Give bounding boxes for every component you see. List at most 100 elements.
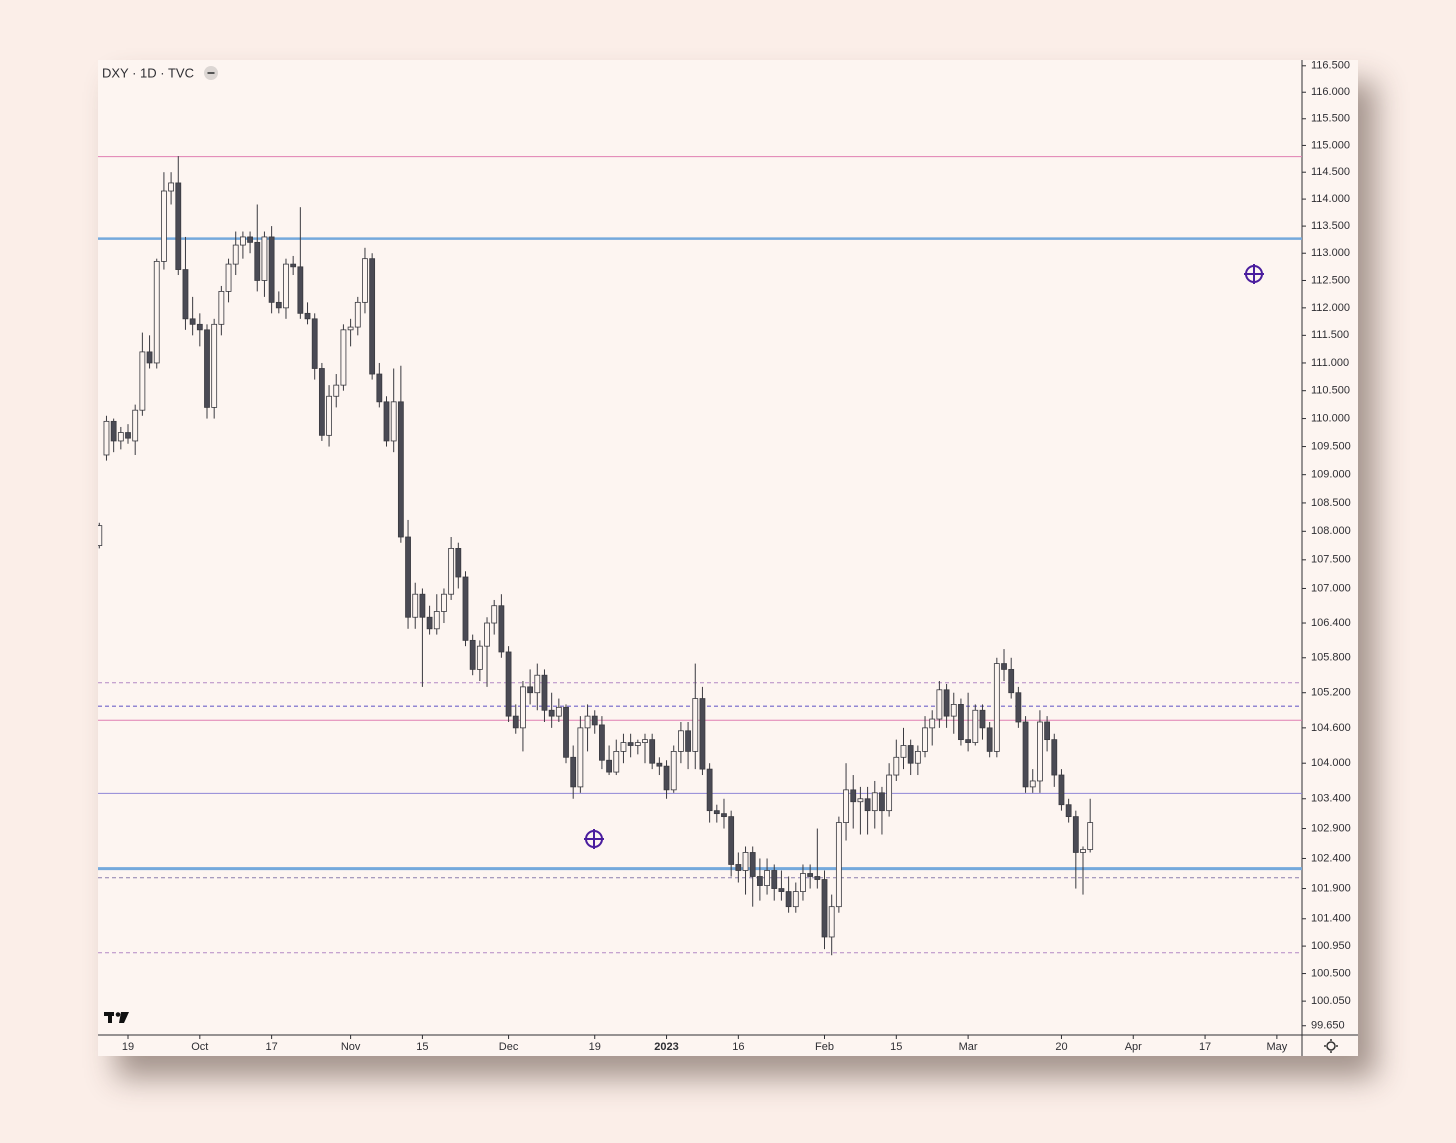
candle	[125, 424, 131, 444]
candle-body	[405, 536, 411, 618]
candle	[218, 285, 225, 336]
candle	[1037, 710, 1043, 793]
candle-body	[476, 645, 483, 670]
candle-body	[900, 745, 907, 758]
x-tick-label: May	[1266, 1041, 1287, 1053]
candle-body	[98, 525, 103, 546]
candle-body	[656, 762, 663, 767]
candle-body	[390, 401, 397, 442]
candle-body	[318, 368, 325, 436]
candle-body	[1072, 816, 1079, 853]
candle	[376, 362, 383, 408]
candle-body	[275, 301, 282, 309]
candle-body	[735, 864, 742, 871]
candle-body	[103, 420, 110, 456]
candle-body	[620, 742, 627, 752]
candle	[397, 365, 404, 543]
candle	[541, 669, 548, 722]
candle	[297, 207, 304, 319]
candle	[735, 852, 742, 883]
x-tick-label: 19	[589, 1041, 601, 1053]
candle-body	[225, 263, 232, 292]
candle	[491, 599, 498, 635]
candle-body	[268, 236, 275, 303]
candle-body	[397, 401, 404, 538]
settings-icon[interactable]	[1324, 1039, 1338, 1053]
candle	[1022, 716, 1029, 793]
candle	[426, 605, 433, 635]
candle-body	[247, 236, 253, 243]
candle-body	[347, 326, 354, 331]
candle-body	[821, 879, 828, 938]
y-tick-label: 110.500	[1311, 385, 1350, 397]
candle-body	[613, 751, 620, 773]
candle-body	[110, 420, 117, 442]
candle	[433, 594, 440, 635]
candle	[713, 804, 720, 823]
candle	[311, 313, 318, 380]
candle-body	[922, 727, 928, 752]
candle	[455, 542, 462, 589]
y-tick-label: 104.600	[1311, 722, 1351, 734]
candle-body	[498, 605, 505, 653]
candle-body	[283, 263, 289, 309]
candle-body	[663, 765, 670, 791]
candle	[268, 226, 275, 314]
y-tick-label: 113.500	[1311, 220, 1350, 232]
candle-body	[1015, 692, 1022, 723]
candle-body	[699, 698, 706, 770]
candle-body	[239, 236, 246, 246]
candle	[893, 739, 900, 781]
candle-body	[146, 351, 153, 364]
candle-body	[161, 190, 167, 262]
candle-body	[1051, 739, 1058, 776]
candle-body	[800, 873, 806, 892]
candle	[261, 231, 268, 297]
candle-body	[950, 704, 957, 717]
candle-body	[649, 739, 656, 764]
candle-body	[182, 269, 189, 320]
candle	[175, 156, 182, 276]
candle	[347, 318, 354, 347]
candle	[161, 172, 167, 270]
candle	[247, 231, 253, 254]
candle	[304, 302, 311, 325]
plot-area	[98, 156, 1302, 956]
candle	[484, 617, 490, 687]
candle-body	[713, 810, 720, 815]
candle	[656, 757, 663, 776]
candle-body	[792, 891, 799, 908]
candle	[800, 864, 806, 901]
collapse-button[interactable]	[204, 66, 218, 80]
candle-body	[548, 709, 555, 717]
y-tick-label: 106.400	[1311, 617, 1351, 629]
candle-body	[254, 241, 261, 281]
candle-body	[117, 432, 124, 442]
candle	[900, 727, 907, 770]
candle-body	[196, 323, 203, 331]
candle-body	[484, 622, 490, 647]
x-tick-label: 17	[1199, 1041, 1211, 1053]
candle-body	[311, 318, 318, 369]
candle-body	[692, 698, 699, 752]
candle	[1008, 657, 1015, 699]
candle	[606, 745, 612, 776]
candle	[333, 374, 340, 408]
candle	[958, 698, 964, 746]
candle-body	[555, 706, 562, 717]
y-tick-label: 115.000	[1311, 139, 1350, 151]
candle	[189, 296, 196, 336]
candle	[1087, 798, 1094, 853]
candle	[871, 780, 878, 829]
candle	[929, 710, 936, 746]
y-tick-label: 110.000	[1311, 412, 1350, 424]
candle	[835, 816, 842, 913]
x-tick-label: Feb	[815, 1041, 834, 1053]
y-tick-label: 100.500	[1311, 967, 1351, 979]
y-tick-label: 115.500	[1311, 113, 1350, 125]
candle	[103, 415, 110, 461]
candle-body	[125, 432, 131, 439]
candle-body	[771, 870, 778, 889]
y-tick-label: 102.400	[1311, 852, 1351, 864]
